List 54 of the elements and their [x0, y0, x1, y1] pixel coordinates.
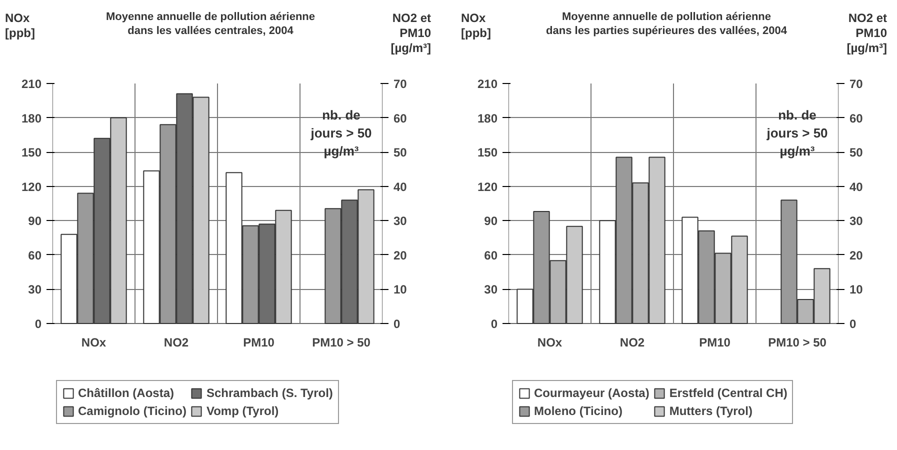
- y-tick-label: 180: [21, 111, 42, 126]
- y-tick-label: 30: [484, 282, 498, 297]
- legend-label: Courmayeur (Aosta): [534, 386, 650, 400]
- y-tick-label: 60: [28, 248, 42, 262]
- y-tick-label: 0: [34, 317, 42, 331]
- y2-tick-label: 60: [394, 111, 408, 126]
- y2-tick-label: 50: [394, 146, 408, 160]
- y-axis-title: NOx [ppb]: [461, 11, 492, 42]
- y2-axis-title: NO2 et PM10 [µg/m³]: [390, 11, 431, 56]
- y2-tick-label: 30: [394, 214, 408, 228]
- y-tick-label: 150: [21, 146, 42, 160]
- y-tick-label: 30: [28, 282, 42, 297]
- y2-tick-label: 70: [394, 77, 408, 91]
- chart-title: Moyenne annuelle de pollution aérienne dans les parties supérieures des vallées, 2004: [545, 11, 788, 39]
- legend-label: Moleno (Ticino): [534, 404, 622, 418]
- legend-label: Schrambach (S. Tyrol): [206, 386, 333, 400]
- legend-label: Camignolo (Ticino): [78, 404, 186, 418]
- y2-tick-label: 40: [394, 180, 408, 194]
- y-tick-label: 60: [484, 248, 498, 262]
- y-tick-label: 0: [490, 317, 498, 331]
- y2-tick-label: 0: [394, 317, 400, 331]
- y2-tick-label: 0: [850, 317, 856, 331]
- y-tick-label: 90: [484, 214, 498, 228]
- y2-tick-label: 10: [394, 282, 408, 297]
- y2-tick-label: 20: [850, 248, 864, 262]
- y-tick-label: 90: [28, 214, 42, 228]
- y-tick-label: 210: [477, 77, 498, 91]
- x-tick-label: NO2: [620, 336, 645, 350]
- y2-tick-label: 40: [850, 180, 864, 194]
- x-tick-label: PM10 > 50: [312, 336, 371, 350]
- legend-label: Erstfeld (Central CH): [669, 386, 788, 400]
- x-tick-label: PM10: [699, 336, 731, 350]
- y2-tick-label: 20: [394, 248, 408, 262]
- legend-label: Châtillon (Aosta): [78, 386, 174, 400]
- x-tick-label: NOx: [81, 336, 106, 350]
- x-tick-label: NO2: [164, 336, 189, 350]
- y2-axis-title: NO2 et PM10 [µg/m³]: [846, 11, 887, 56]
- y2-tick-label: 10: [850, 282, 864, 297]
- y-tick-label: 120: [21, 180, 42, 194]
- legend-label: Mutters (Tyrol): [669, 404, 752, 418]
- y2-tick-label: 70: [850, 77, 864, 91]
- y-tick-label: 150: [477, 146, 498, 160]
- y-tick-label: 120: [477, 180, 498, 194]
- y2-tick-label: 30: [850, 214, 864, 228]
- y-axis-title: NOx [ppb]: [5, 11, 36, 42]
- chart-title: Moyenne annuelle de pollution aérienne dans les vallées centrales, 2004: [104, 11, 316, 39]
- y-tick-label: 210: [21, 77, 42, 91]
- legend-label: Vomp (Tyrol): [206, 404, 279, 418]
- y2-tick-label: 50: [850, 146, 864, 160]
- x-tick-label: NOx: [537, 336, 562, 350]
- y-tick-label: 180: [477, 111, 498, 126]
- y2-tick-label: 60: [850, 111, 864, 126]
- x-tick-label: PM10 > 50: [768, 336, 827, 350]
- x-tick-label: PM10: [243, 336, 275, 350]
